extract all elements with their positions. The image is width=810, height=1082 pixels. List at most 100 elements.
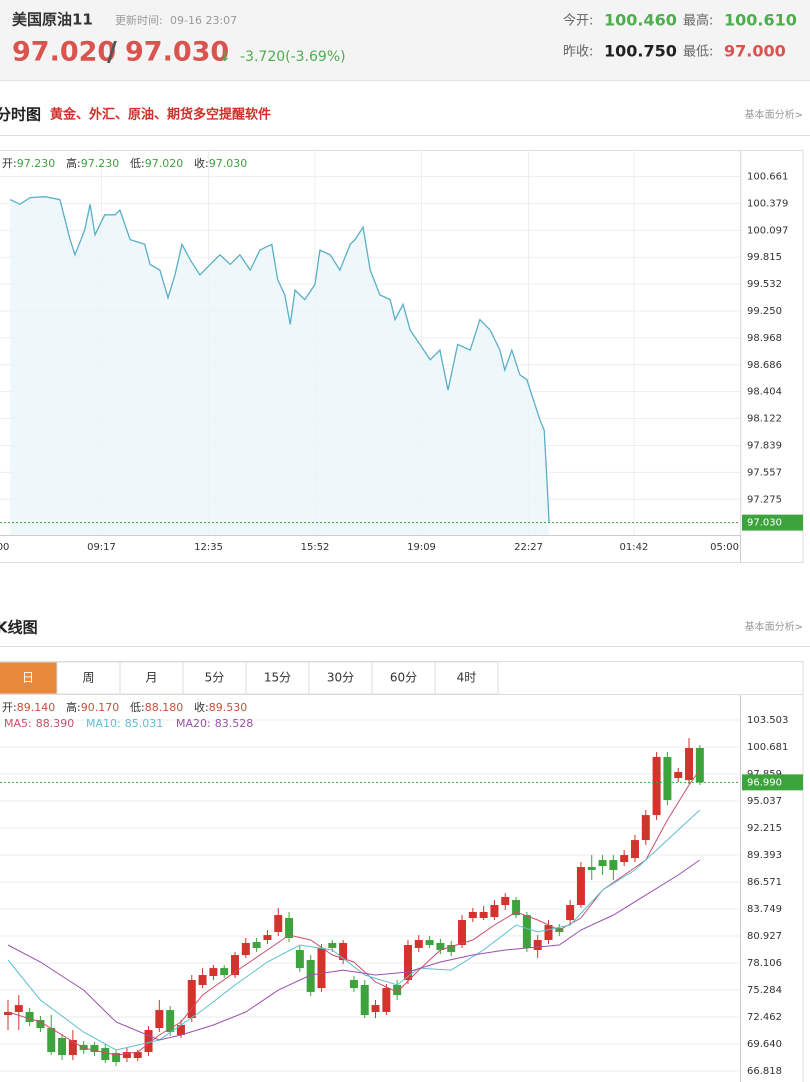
candle-body — [349, 980, 358, 989]
last-price-label: 97.030 — [747, 518, 782, 529]
tab-label[interactable]: 周 — [82, 671, 94, 685]
candle-body — [187, 980, 196, 1018]
ma-value: 88.390 — [36, 717, 75, 730]
tab-label[interactable]: 月 — [145, 671, 157, 685]
y-tick-label: 86.571 — [747, 877, 782, 888]
readout-label: 低: — [130, 701, 145, 714]
ma-name: MA5: — [4, 717, 32, 730]
y-tick-label: 98.404 — [747, 387, 782, 398]
ma-line — [7, 809, 701, 1051]
tab-label[interactable]: 日 — [22, 671, 34, 685]
ask-price: 97.030 — [125, 37, 229, 68]
y-tick-label: 103.503 — [747, 715, 788, 726]
ma-name: MA20: — [176, 717, 211, 730]
candle-body — [501, 896, 510, 906]
section-title: 分时图 — [0, 106, 41, 124]
y-tick-label: 95.037 — [747, 796, 782, 807]
candle-body — [458, 920, 467, 945]
candle-body — [587, 867, 596, 870]
promo-link[interactable]: 黄金、外汇、原油、期货多空提醒软件 — [50, 107, 271, 123]
tab-label[interactable]: 5分 — [205, 671, 225, 685]
y-tick-label: 72.462 — [747, 1012, 782, 1023]
x-tick-label: 15:52 — [301, 542, 330, 553]
tab-label[interactable]: 4时 — [457, 671, 477, 685]
candle-body — [285, 918, 294, 939]
readout: 开:89.140 — [2, 701, 55, 714]
candle-body — [533, 940, 542, 950]
candle-body — [522, 915, 531, 948]
candle-body — [101, 1048, 110, 1060]
tab[interactable] — [56, 661, 121, 695]
candle-body — [209, 968, 218, 976]
last-price-box — [742, 514, 803, 531]
y-tick-label: 80.927 — [747, 931, 782, 942]
candle-body — [685, 748, 694, 781]
candle-body — [382, 988, 391, 1012]
tab[interactable] — [434, 661, 499, 695]
candle-body — [241, 942, 250, 956]
readout: 低:88.180 — [130, 701, 183, 714]
candle-body — [630, 840, 639, 859]
area-fill — [10, 196, 550, 535]
y-tick-label: 99.815 — [747, 252, 782, 263]
y-tick-label: 100.661 — [747, 172, 788, 183]
x-tick-label: 22:27 — [514, 542, 543, 553]
ma-readout: MA10: 85.031 — [86, 717, 163, 730]
x-tick-label: 06:00 — [0, 542, 9, 553]
last-price-label: 96.990 — [747, 777, 782, 788]
bid-price: 97.020 — [12, 37, 116, 68]
stat-value: 100.460 — [604, 11, 677, 30]
y-tick-label: 66.818 — [747, 1066, 782, 1077]
last-price-box — [742, 774, 803, 791]
y-tick-label: 89.393 — [747, 850, 782, 861]
x-tick-label: 01:42 — [620, 542, 649, 553]
price-line — [9, 196, 550, 523]
candle-body — [306, 960, 315, 992]
candle-body — [468, 911, 477, 919]
readout-value: 89.140 — [17, 701, 56, 714]
ma-line — [7, 859, 701, 1041]
y-tick-label: 92.215 — [747, 823, 782, 834]
chart-frame — [0, 150, 804, 563]
candle-body — [198, 975, 207, 985]
candle-body — [576, 867, 585, 906]
stat-value: 100.610 — [724, 11, 797, 30]
candle-body — [122, 1052, 131, 1058]
x-tick-label: 12:35 — [194, 542, 223, 553]
readout: 高:97.230 — [66, 156, 119, 170]
candle-body — [641, 815, 650, 841]
candle-body — [36, 1020, 45, 1029]
analysis-link[interactable]: 基本面分析> — [745, 108, 803, 121]
readout-value: 97.030 — [209, 157, 248, 170]
candle-body — [479, 911, 488, 919]
candle-body — [220, 968, 229, 976]
ma-value: 83.528 — [215, 717, 254, 730]
tab-label[interactable]: 15分 — [264, 671, 291, 685]
ma-readout: MA20: 83.528 — [176, 717, 253, 730]
readout-label: 高: — [66, 700, 81, 714]
tab[interactable] — [0, 661, 58, 695]
ma-line — [7, 769, 701, 1056]
x-tick-label: 05:00 — [710, 542, 739, 553]
candle-body — [663, 756, 672, 801]
stat-label: 最高: — [683, 13, 713, 29]
candle-body — [566, 905, 575, 921]
tab-label[interactable]: 30分 — [327, 671, 354, 685]
analysis-link[interactable]: 基本面分析> — [745, 620, 803, 633]
candle-body — [360, 984, 369, 1016]
candle-body — [339, 942, 348, 961]
stat-label: 今开: — [563, 13, 593, 29]
candle-body — [295, 949, 304, 969]
readout-value: 88.180 — [145, 701, 184, 714]
readout-value: 97.020 — [145, 157, 184, 170]
candle-body — [447, 944, 456, 952]
readout-value: 90.170 — [81, 701, 120, 714]
readout: 开:97.230 — [2, 157, 55, 170]
tab[interactable] — [245, 661, 310, 695]
ma-value: 85.031 — [125, 717, 164, 730]
readout-value: 97.230 — [81, 157, 120, 170]
candle-body — [144, 1030, 153, 1053]
tab-label[interactable]: 60分 — [390, 671, 417, 685]
candle-body — [25, 1011, 34, 1023]
